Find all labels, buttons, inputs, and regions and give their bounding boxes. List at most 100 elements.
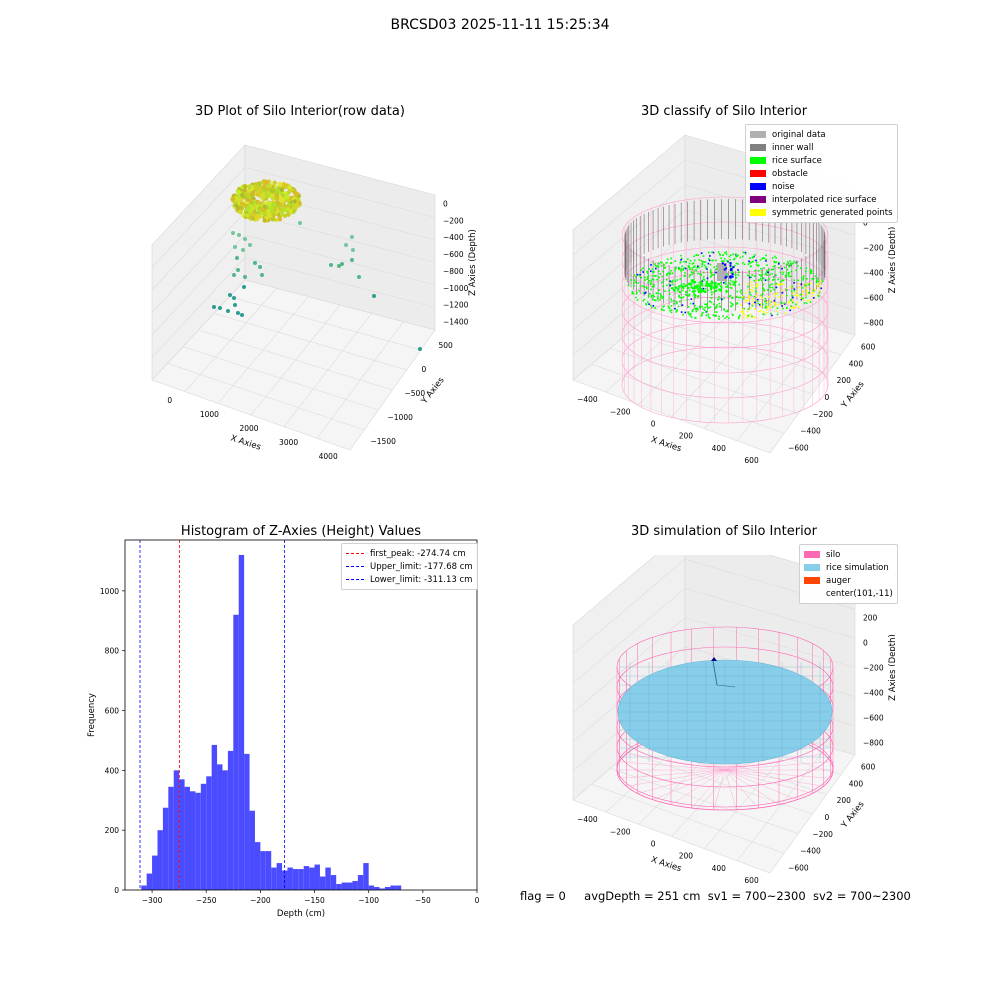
- classified-point: [660, 295, 662, 297]
- classified-point: [662, 286, 664, 288]
- classified-point: [780, 283, 782, 285]
- classified-point: [795, 294, 797, 296]
- classified-point: [750, 314, 752, 316]
- classified-point: [715, 272, 717, 274]
- classified-point: [752, 303, 754, 305]
- raw-point: [351, 248, 355, 252]
- raw-point: [232, 273, 236, 277]
- rice-surface-point: [690, 282, 692, 284]
- raw-point: [329, 263, 333, 267]
- classified-point: [653, 286, 655, 288]
- z-tick-label: −800: [863, 739, 884, 748]
- classified-point: [741, 311, 743, 313]
- raw-point: [283, 214, 287, 218]
- raw-point: [292, 199, 296, 203]
- y-tick-label: −200: [812, 830, 833, 839]
- classified-point: [742, 296, 744, 298]
- classified-point: [796, 305, 798, 307]
- classified-point: [747, 274, 749, 276]
- histogram-bar: [217, 764, 222, 890]
- rice-surface-point: [715, 286, 717, 288]
- classified-point: [752, 305, 754, 307]
- classified-point: [721, 287, 723, 289]
- z-axis-label: Z Axies (Depth): [888, 634, 895, 701]
- raw-point: [240, 201, 244, 205]
- classified-point: [773, 266, 775, 268]
- classified-point: [673, 303, 675, 305]
- classified-point: [690, 313, 692, 315]
- classified-point: [708, 314, 710, 316]
- classified-point: [792, 300, 794, 302]
- classified-point: [757, 292, 759, 294]
- classified-point: [652, 299, 654, 301]
- classified-point: [822, 280, 824, 282]
- histogram-bar: [141, 886, 146, 890]
- sv1-text: sv1 = 700~2300: [708, 889, 806, 903]
- classified-point: [766, 312, 768, 314]
- classified-point: [667, 272, 669, 274]
- raw-point: [228, 293, 232, 297]
- classified-point: [650, 270, 652, 272]
- status-line: flag = 0 avgDepth = 251 cm sv1 = 700~230…: [520, 889, 911, 903]
- classified-point: [704, 265, 706, 267]
- classified-point: [771, 283, 773, 285]
- classified-point: [787, 264, 789, 266]
- classified-point: [688, 313, 690, 315]
- classified-point: [766, 309, 768, 311]
- raw-point: [278, 217, 282, 221]
- rice-surface-point: [704, 291, 706, 293]
- rice-surface-point: [685, 291, 687, 293]
- classified-point: [786, 307, 788, 309]
- rice-surface-point: [679, 291, 681, 293]
- classified-point: [756, 285, 758, 287]
- classified-point: [726, 316, 728, 318]
- classified-point: [658, 270, 660, 272]
- classified-point: [705, 266, 707, 268]
- classified-point: [681, 311, 683, 313]
- x-tick-label: −150: [304, 896, 325, 905]
- classified-point: [703, 288, 705, 290]
- classified-point: [710, 276, 712, 278]
- classified-point: [775, 274, 777, 276]
- classified-point: [751, 281, 753, 283]
- classified-point: [644, 279, 646, 281]
- classified-point: [630, 279, 632, 281]
- noise-point: [724, 269, 726, 271]
- classified-point: [638, 282, 640, 284]
- raw-point: [270, 193, 274, 197]
- classified-point: [637, 274, 639, 276]
- classified-point: [679, 267, 681, 269]
- classified-point: [681, 265, 683, 267]
- classified-point: [782, 308, 784, 310]
- classified-point: [644, 277, 646, 279]
- raw-point: [275, 188, 279, 192]
- classified-point: [802, 287, 804, 289]
- classified-point: [732, 254, 734, 256]
- classified-point: [741, 293, 743, 295]
- classified-point: [710, 297, 712, 299]
- classified-point: [742, 308, 744, 310]
- histogram-bar: [287, 868, 292, 890]
- classified-point: [785, 276, 787, 278]
- classified-point: [670, 270, 672, 272]
- classified-point: [647, 301, 649, 303]
- classified-point: [756, 262, 758, 264]
- x-tick-label: 3000: [279, 438, 298, 447]
- classified-point: [709, 301, 711, 303]
- raw-point: [245, 206, 249, 210]
- legend-swatch: [750, 144, 766, 151]
- rice-surface-point: [710, 287, 712, 289]
- classified-point: [635, 281, 637, 283]
- legend-swatch: [804, 551, 820, 558]
- histogram-bar: [174, 770, 179, 890]
- classified-point: [769, 287, 771, 289]
- classified-point: [768, 278, 770, 280]
- classified-point: [777, 314, 779, 316]
- raw-point: [242, 285, 246, 289]
- classified-point: [774, 293, 776, 295]
- classified-point: [743, 314, 745, 316]
- classified-point: [713, 304, 715, 306]
- histogram-bar: [363, 863, 368, 890]
- raw-point: [255, 216, 259, 220]
- classified-point: [648, 295, 650, 297]
